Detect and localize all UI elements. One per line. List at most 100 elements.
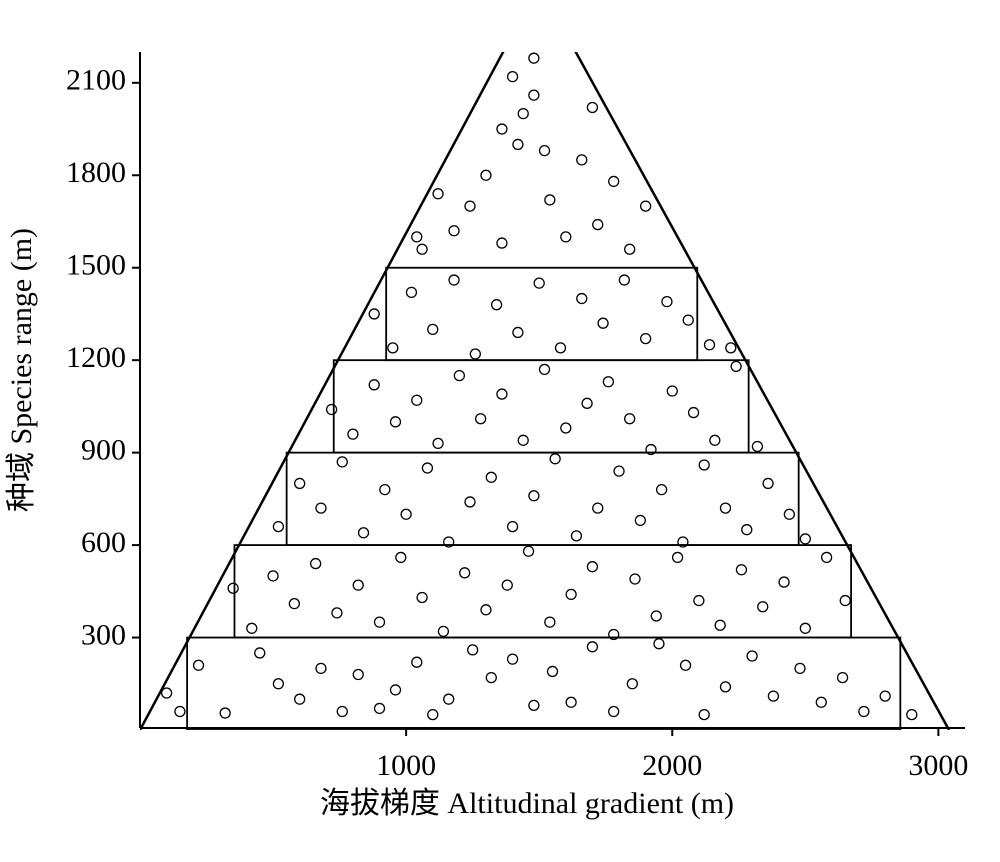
point: [783, 508, 796, 520]
point: [464, 496, 476, 508]
point: [506, 653, 519, 665]
y-tick-label: 2100: [66, 64, 126, 97]
y-tick-label: 1800: [66, 156, 126, 189]
y-axis-label: 种域 Species range (m): [5, 228, 38, 512]
point: [794, 662, 806, 675]
point: [432, 437, 444, 450]
point: [586, 101, 599, 114]
point: [467, 644, 479, 656]
point: [570, 530, 583, 542]
point: [836, 671, 849, 684]
point: [427, 708, 439, 721]
point: [661, 295, 673, 308]
point: [219, 707, 231, 719]
point: [336, 705, 348, 718]
point: [719, 681, 732, 693]
point: [379, 483, 391, 496]
range-box: [186, 636, 902, 730]
point: [315, 502, 327, 514]
point: [174, 705, 186, 718]
point: [528, 89, 540, 101]
point: [373, 616, 386, 628]
point: [373, 702, 386, 715]
point: [799, 533, 811, 545]
point: [506, 71, 519, 83]
point: [544, 616, 556, 628]
point: [288, 597, 301, 610]
point: [459, 567, 471, 579]
y-tick-label: 300: [81, 618, 126, 651]
point: [608, 628, 620, 641]
point: [432, 188, 444, 200]
point: [368, 308, 380, 320]
point: [586, 561, 599, 573]
point: [565, 588, 577, 601]
point: [416, 591, 428, 604]
point: [485, 471, 497, 483]
point: [634, 514, 646, 527]
point: [608, 175, 620, 188]
point: [352, 668, 364, 681]
point: [538, 144, 551, 157]
point: [352, 579, 364, 591]
point: [411, 231, 423, 243]
point: [421, 462, 434, 474]
plot-area: [140, 52, 951, 730]
point: [767, 690, 780, 702]
point: [592, 218, 604, 231]
point: [730, 360, 742, 372]
y-tick-label: 900: [81, 434, 126, 467]
point: [879, 690, 891, 702]
point: [629, 573, 641, 585]
point: [512, 326, 524, 339]
point: [347, 428, 359, 440]
point: [357, 527, 370, 539]
point: [272, 678, 285, 690]
point: [639, 200, 652, 212]
point: [597, 317, 609, 329]
point: [778, 576, 790, 588]
point: [453, 369, 466, 382]
point: [653, 638, 665, 650]
point: [368, 379, 380, 391]
point: [496, 237, 508, 249]
point: [618, 274, 631, 286]
range-box: [233, 544, 852, 639]
point: [528, 52, 540, 64]
point: [679, 659, 692, 671]
x-tick-label: 2000: [642, 749, 702, 782]
point: [560, 231, 572, 243]
point: [586, 641, 599, 653]
point: [448, 225, 460, 237]
point: [751, 440, 764, 453]
y-tick-label: 1200: [66, 341, 126, 374]
point: [703, 339, 716, 351]
point: [405, 286, 418, 299]
point: [501, 579, 513, 591]
point: [666, 385, 678, 397]
point: [400, 508, 412, 520]
point: [554, 342, 567, 354]
point: [437, 625, 450, 638]
point: [315, 662, 327, 675]
point: [687, 406, 700, 419]
point: [677, 536, 689, 548]
point: [517, 434, 529, 446]
point: [294, 693, 306, 705]
point: [650, 610, 662, 622]
point: [474, 413, 487, 425]
point: [533, 277, 545, 289]
point: [389, 684, 402, 696]
range-box: [385, 266, 699, 362]
point: [469, 348, 481, 360]
point: [336, 456, 348, 468]
point: [294, 477, 306, 490]
x-tick-label: 1000: [376, 749, 436, 782]
point: [485, 671, 497, 684]
point: [757, 601, 769, 613]
point: [227, 582, 239, 594]
y-tick-label: 1500: [66, 249, 126, 282]
point: [448, 274, 460, 286]
point: [906, 708, 918, 721]
